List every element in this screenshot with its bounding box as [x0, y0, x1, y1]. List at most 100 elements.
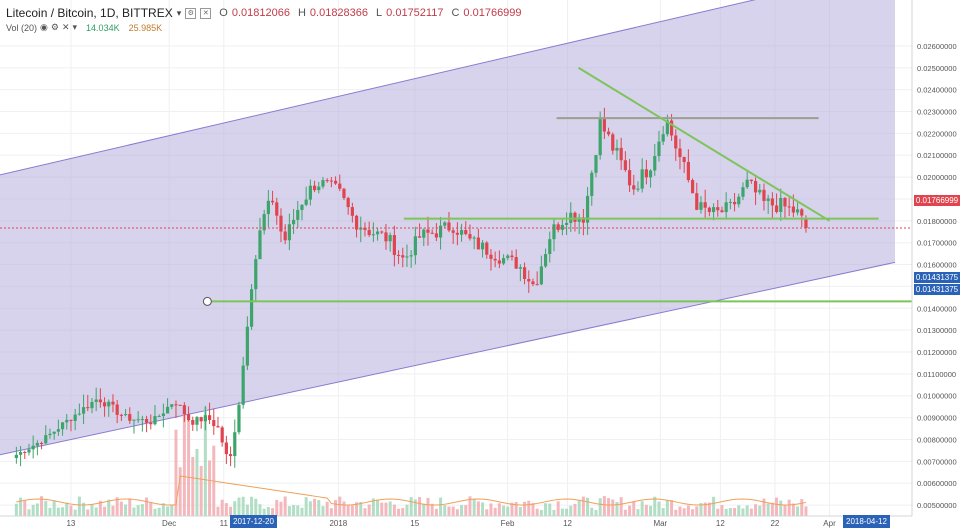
volume-bar — [111, 505, 115, 516]
volume-bar — [103, 506, 107, 516]
candle-body — [186, 414, 191, 421]
volume-bar — [359, 502, 363, 516]
volume-bar — [434, 508, 438, 516]
candle-body — [703, 202, 707, 208]
volume-bar — [724, 508, 728, 516]
candle-body — [539, 266, 543, 285]
volume-bar — [758, 505, 762, 516]
close-icon[interactable]: ✕ — [61, 22, 70, 32]
volume-bar — [44, 500, 48, 516]
candle-body — [165, 406, 170, 414]
candle-body — [69, 419, 73, 421]
symbol-title[interactable]: Litecoin / Bitcoin, 1D, BITTREX — [6, 6, 173, 20]
candle-body — [304, 199, 308, 205]
volume-bar — [405, 504, 409, 516]
volume-bar — [468, 496, 472, 516]
candle-body — [60, 422, 65, 430]
candle-body — [107, 401, 111, 407]
candle-body — [90, 401, 94, 409]
volume-bar — [392, 504, 396, 516]
volume-bar — [779, 500, 783, 516]
candle-body — [212, 420, 216, 427]
volume-bar — [619, 497, 623, 516]
volume-bar — [107, 499, 111, 516]
candle-body — [199, 417, 203, 422]
volume-bar — [674, 509, 678, 516]
volume-bar — [178, 467, 182, 516]
candle-body — [279, 215, 283, 232]
candle-body — [111, 401, 115, 405]
volume-bar — [451, 506, 455, 516]
price-axis-bg — [912, 0, 960, 529]
settings-icon[interactable]: ⚙ — [50, 22, 59, 32]
candle-body — [585, 195, 590, 223]
volume-bar — [321, 506, 325, 516]
candle-body — [136, 419, 140, 421]
candle-body — [506, 255, 510, 259]
candle-body — [485, 242, 489, 255]
candle-body — [476, 237, 480, 250]
volume-bar — [136, 505, 140, 516]
volume-bar — [94, 507, 98, 516]
candle-body — [455, 232, 459, 235]
candle-body — [787, 206, 791, 208]
candle-body — [275, 202, 279, 216]
volume-bar — [245, 504, 249, 516]
volume-bar — [657, 501, 661, 516]
volume-bar — [313, 498, 317, 516]
volume-bar — [565, 508, 569, 516]
candle-body — [44, 435, 48, 444]
volume-bar — [703, 502, 707, 516]
volume-bar — [544, 503, 548, 516]
volume-bar — [355, 502, 359, 516]
time-tick-label: 2018 — [329, 519, 347, 528]
volume-bar — [216, 506, 220, 516]
candle-body — [52, 431, 56, 434]
volume-bar — [745, 505, 749, 516]
volume-bar — [52, 500, 56, 516]
candle-body — [560, 224, 564, 230]
close-icon[interactable]: ✕ — [200, 7, 212, 19]
volume-bar — [523, 501, 527, 516]
volume-bar — [413, 499, 417, 516]
volume-bar — [628, 505, 632, 516]
volume-bar — [623, 509, 627, 516]
volume-bar — [241, 496, 245, 516]
candle-body — [426, 229, 430, 233]
candle-body — [254, 259, 258, 290]
volume-bar — [409, 497, 413, 516]
settings-icon[interactable]: ⚙ — [185, 7, 197, 19]
candle-body — [611, 134, 615, 151]
volume-bar — [384, 502, 388, 516]
time-tick-label: Dec — [162, 519, 176, 528]
channel-upper-line — [0, 0, 756, 176]
volume-bar — [787, 499, 791, 516]
volume-bar — [31, 504, 35, 516]
candle-body — [669, 120, 674, 136]
volume-bar — [342, 501, 346, 516]
candle-body — [312, 185, 317, 191]
price-tick-label: 0.02000000 — [917, 173, 957, 182]
eye-icon[interactable]: ◉ — [40, 22, 48, 32]
descending-trendline — [577, 66, 831, 222]
level-price-tag-2: 0.01431375 — [914, 284, 960, 295]
candle-body — [489, 254, 493, 259]
level-price-tag: 0.01431375 — [914, 272, 960, 283]
volume-bar — [90, 504, 94, 516]
candle-body — [291, 219, 296, 225]
candle-body — [157, 416, 161, 418]
candle-body — [791, 206, 795, 213]
close-value: 0.01766999 — [463, 7, 522, 19]
volume-bar — [363, 508, 367, 516]
volume-bar — [649, 505, 653, 516]
candle-body — [447, 222, 451, 231]
candle-body — [338, 183, 342, 189]
volume-bar — [23, 499, 27, 516]
candle-body — [464, 230, 468, 235]
volume-bar — [426, 497, 430, 516]
candle-body — [233, 432, 237, 457]
caret-down-icon[interactable]: ▾ — [176, 7, 182, 18]
more-icon[interactable]: ▾ — [72, 22, 78, 32]
volume-bar — [598, 498, 602, 516]
